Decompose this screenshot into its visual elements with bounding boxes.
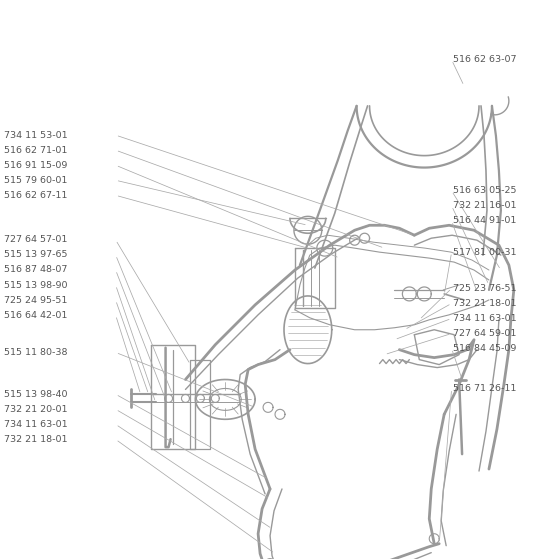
Text: 734 11 63-01: 734 11 63-01 [4, 420, 68, 429]
Text: 732 21 18-01: 732 21 18-01 [4, 435, 68, 444]
Text: 515 13 97-65: 515 13 97-65 [4, 250, 68, 259]
Text: 517 81 00-31: 517 81 00-31 [452, 248, 516, 256]
Text: 515 13 98-40: 515 13 98-40 [4, 390, 68, 399]
Text: 732 21 20-01: 732 21 20-01 [4, 405, 68, 414]
Text: 727 64 59-01: 727 64 59-01 [452, 329, 516, 338]
Text: 734 11 53-01: 734 11 53-01 [4, 130, 68, 139]
Text: 516 62 67-11: 516 62 67-11 [4, 191, 68, 200]
Text: 732 21 18-01: 732 21 18-01 [452, 299, 516, 308]
Text: 516 62 63-07: 516 62 63-07 [452, 55, 516, 64]
Text: 515 79 60-01: 515 79 60-01 [4, 176, 68, 185]
Text: 516 63 05-25: 516 63 05-25 [452, 186, 516, 195]
Text: 516 62 71-01: 516 62 71-01 [4, 146, 68, 155]
Text: 515 11 80-38: 515 11 80-38 [4, 348, 68, 357]
Text: 516 64 42-01: 516 64 42-01 [4, 311, 68, 320]
Text: 515 13 98-90: 515 13 98-90 [4, 281, 68, 290]
Text: 725 24 95-51: 725 24 95-51 [4, 296, 68, 305]
Text: 516 44 91-01: 516 44 91-01 [452, 216, 516, 226]
Text: 516 71 26-11: 516 71 26-11 [452, 384, 516, 393]
Text: 732 21 16-01: 732 21 16-01 [452, 202, 516, 211]
Text: 725 23 76-51: 725 23 76-51 [452, 284, 516, 293]
Text: 516 84 45-09: 516 84 45-09 [452, 344, 516, 353]
Text: 516 87 48-07: 516 87 48-07 [4, 265, 68, 274]
Text: 727 64 57-01: 727 64 57-01 [4, 235, 68, 244]
Text: 734 11 63-01: 734 11 63-01 [452, 314, 516, 323]
Text: 516 91 15-09: 516 91 15-09 [4, 161, 68, 170]
